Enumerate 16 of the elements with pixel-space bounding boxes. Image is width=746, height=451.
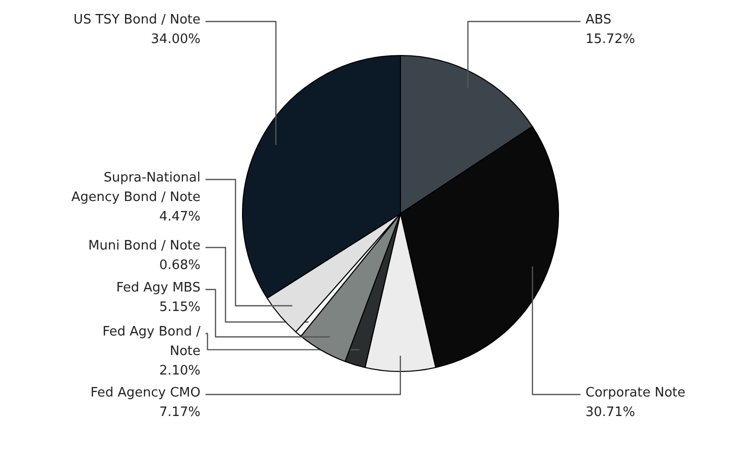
data-label: 34.00% xyxy=(150,32,201,47)
slice-label: Muni Bond / Note xyxy=(88,238,201,254)
slice-label: Fed Agy Bond / Note xyxy=(102,324,202,359)
data-label: 7.17% xyxy=(159,405,201,420)
slice-label: Fed Agency CMO xyxy=(90,386,200,400)
slice-label: Fed Agy MBS xyxy=(116,280,201,296)
data-label: 2.10% xyxy=(159,364,201,378)
slice-label: Corporate Note xyxy=(586,386,686,400)
data-label: 15.72% xyxy=(586,32,636,47)
data-label: 0.68% xyxy=(159,258,201,273)
slice-label: US TSY Bond / Note xyxy=(74,12,201,28)
data-label: 4.47% xyxy=(159,210,201,224)
slice-label: Supra-National Agency Bond / Note xyxy=(71,170,201,205)
data-label: 30.71% xyxy=(586,405,636,420)
slice-label: ABS xyxy=(586,12,612,28)
data-label: 5.15% xyxy=(159,300,201,315)
